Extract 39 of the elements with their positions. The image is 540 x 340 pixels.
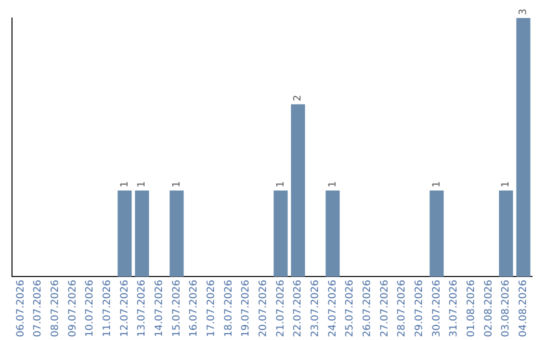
x-tick-label: 01.08.2026 [466, 280, 477, 338]
x-tick-label: 31.07.2026 [448, 280, 460, 338]
x-tick-label: 19.07.2026 [240, 280, 252, 338]
x-tick-label: 26.07.2026 [362, 280, 373, 338]
x-tick-label: 17.07.2026 [206, 280, 217, 338]
x-tick-label: 25.07.2026 [344, 280, 356, 338]
data-label: 1 [500, 181, 512, 188]
data-label: 1 [171, 181, 182, 188]
x-tick-label: 30.07.2026 [431, 280, 442, 338]
x-tick-label: 07.07.2026 [32, 280, 44, 338]
x-tick-label: 06.07.2026 [15, 280, 26, 338]
data-label: 1 [275, 181, 286, 188]
x-tick-label: 03.08.2026 [500, 280, 512, 338]
x-tick-label: 29.07.2026 [414, 280, 425, 338]
data-label: 1 [119, 181, 130, 188]
data-label: 2 [292, 94, 304, 102]
x-tick-label: 10.07.2026 [84, 280, 96, 338]
x-tick-label: 12.07.2026 [119, 280, 130, 338]
data-label: 1 [327, 181, 338, 188]
x-tick-label: 15.07.2026 [171, 280, 182, 338]
data-label: 1 [431, 181, 442, 188]
x-tick-label: 24.07.2026 [327, 280, 338, 338]
x-tick-label: 16.07.2026 [188, 280, 200, 338]
x-tick-label: 21.07.2026 [275, 280, 286, 338]
x-tick-label: 14.07.2026 [154, 280, 165, 338]
x-tick-label: 28.07.2026 [396, 280, 408, 338]
x-tick-label: 04.08.2026 [518, 280, 529, 338]
x-tick-label: 02.08.2026 [483, 280, 494, 338]
x-tick-label: 08.07.2026 [50, 280, 61, 338]
x-tick-label: 11.07.2026 [102, 280, 113, 338]
x-tick-label: 22.07.2026 [292, 280, 304, 338]
x-tick-label: 27.07.2026 [379, 280, 390, 338]
x-tick-label: 09.07.2026 [67, 280, 78, 338]
x-tick-label: 23.07.2026 [310, 280, 321, 338]
data-label: 1 [136, 181, 148, 188]
x-tick-label: 18.07.2026 [223, 280, 234, 338]
data-label: 3 [518, 8, 529, 15]
x-tick-label: 13.07.2026 [136, 280, 148, 338]
x-tick-label: 20.07.2026 [258, 280, 269, 338]
